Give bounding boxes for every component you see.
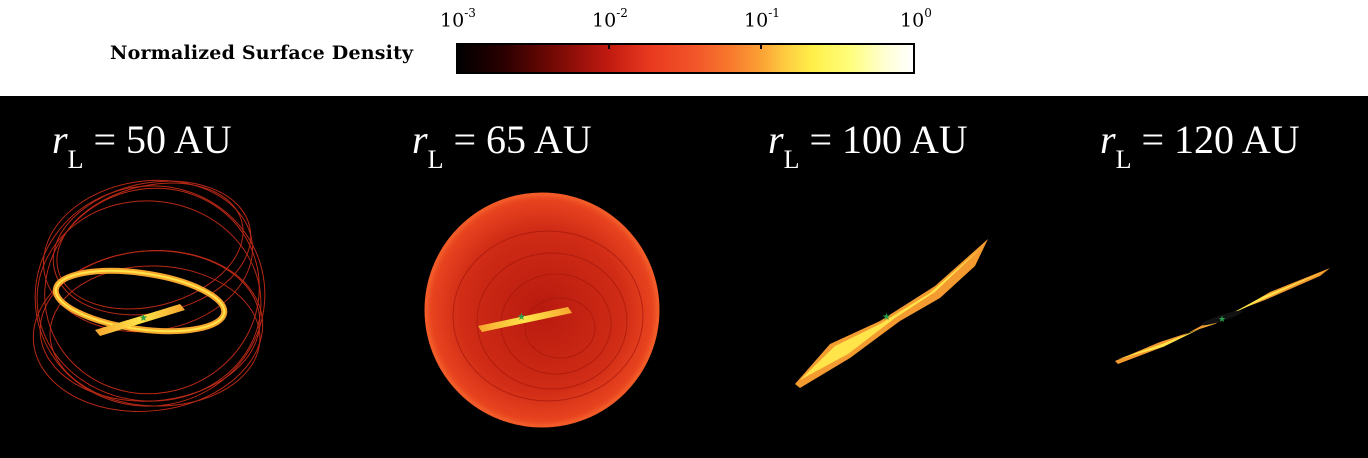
colorbar-label: Normalized Surface Density [110, 42, 414, 64]
star-icon: ★ [1218, 315, 1226, 325]
disc-panel-1: ★ [32, 179, 266, 412]
panel-title-3: rL = 100 AU [768, 117, 968, 174]
star-icon: ★ [139, 313, 148, 324]
disc-illustrations: ★ ★ ★ ★ [32, 179, 1330, 428]
star-icon: ★ [882, 312, 891, 323]
colorbar [456, 43, 915, 74]
colorbar-tickmark [608, 43, 610, 49]
disc-panel-3: ★ [795, 239, 988, 388]
panel-title-1: rL = 50 AU [52, 117, 232, 174]
disc-panel-2: ★ [424, 192, 660, 428]
colorbar-tick-2: 10-2 [592, 6, 628, 32]
panels-area: rL = 50 AU rL = 65 AU rL = 100 AU rL = 1… [0, 96, 1368, 458]
colorbar-tick-3: 10-1 [744, 6, 780, 32]
panel-title-2: rL = 65 AU [412, 117, 592, 174]
panel-title-4: rL = 120 AU [1100, 117, 1300, 174]
colorbar-tickmark [760, 43, 762, 49]
colorbar-header: Normalized Surface Density 10-3 10-2 10-… [0, 0, 1368, 96]
colorbar-tick-4: 100 [900, 6, 932, 32]
disc-panel-4: ★ [1115, 268, 1330, 364]
star-icon: ★ [517, 312, 526, 323]
colorbar-tick-1: 10-3 [440, 6, 476, 32]
